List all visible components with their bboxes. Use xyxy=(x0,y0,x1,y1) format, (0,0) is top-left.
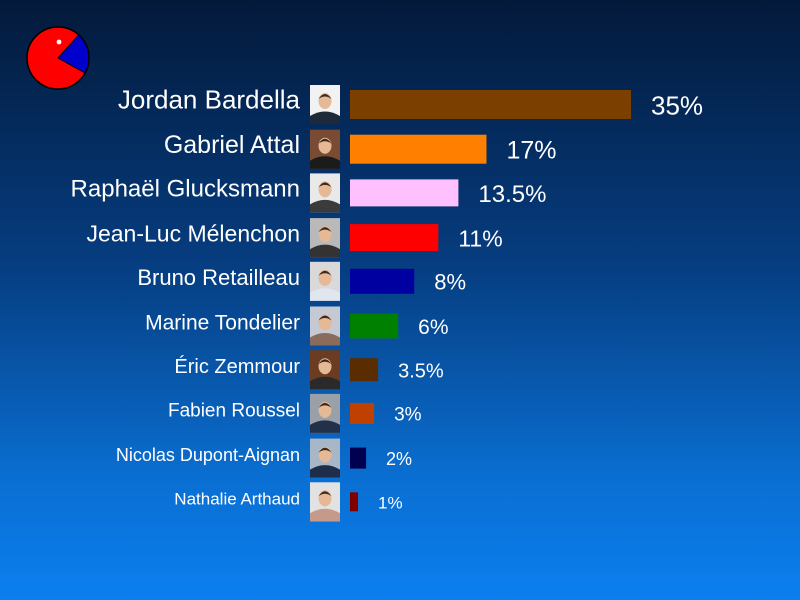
candidate-photo-icon xyxy=(310,218,340,258)
bar xyxy=(350,313,399,339)
value-label: 8% xyxy=(434,270,466,295)
value-label: 13.5% xyxy=(478,181,546,208)
candidate-photo-icon xyxy=(310,393,340,433)
portrait-shoulders xyxy=(310,376,340,390)
candidate-name-label: Éric Zemmour xyxy=(174,355,300,378)
portrait-shoulders xyxy=(310,465,340,478)
candidate-row: Éric Zemmour 3.5% xyxy=(174,350,444,390)
value-label: 35% xyxy=(651,90,703,120)
value-label: 3% xyxy=(394,405,422,426)
value-label: 11% xyxy=(458,225,502,251)
pie-chart-logo-icon xyxy=(26,26,90,90)
candidate-photo-icon xyxy=(310,261,340,301)
bar xyxy=(350,224,439,252)
bar xyxy=(350,402,375,424)
candidate-row: Nathalie Arthaud 1% xyxy=(174,482,403,522)
candidate-name-label: Marine Tondelier xyxy=(145,311,300,334)
value-label: 3.5% xyxy=(398,360,444,382)
value-label: 17% xyxy=(506,137,556,165)
candidate-photo-icon xyxy=(310,350,340,390)
candidate-photo-icon xyxy=(310,173,340,213)
candidate-photo-icon xyxy=(310,85,340,124)
portrait-shoulders xyxy=(310,156,340,169)
bar xyxy=(350,447,367,469)
candidate-name-label: Nicolas Dupont-Aignan xyxy=(116,445,300,465)
portrait-hair xyxy=(318,315,332,321)
bar xyxy=(350,90,631,119)
portrait-shoulders xyxy=(310,333,340,346)
portrait-hair xyxy=(318,359,332,365)
candidate-name-label: Gabriel Attal xyxy=(164,131,300,159)
candidate-row: Jordan Bardella 35% xyxy=(118,85,703,124)
candidate-row: Nicolas Dupont-Aignan 2% xyxy=(116,438,412,478)
portrait-hair xyxy=(318,138,332,144)
candidate-row: Marine Tondelier 6% xyxy=(145,306,449,346)
candidate-name-label: Jean-Luc Mélenchon xyxy=(86,220,300,246)
candidate-name-label: Fabien Roussel xyxy=(168,400,300,421)
bar xyxy=(350,492,359,512)
bar xyxy=(350,134,487,164)
candidate-name-label: Raphaël Glucksmann xyxy=(71,176,300,203)
candidate-row: Fabien Roussel 3% xyxy=(168,393,422,433)
value-label: 2% xyxy=(386,449,412,469)
bar xyxy=(350,268,415,294)
candidate-photo-icon xyxy=(310,482,340,522)
bar xyxy=(350,358,379,382)
candidate-name-label: Nathalie Arthaud xyxy=(174,490,300,509)
portrait-shoulders xyxy=(310,199,340,213)
portrait-hair xyxy=(318,182,332,188)
portrait-hair xyxy=(318,491,332,497)
portrait-shoulders xyxy=(310,420,340,433)
portrait-shoulders xyxy=(310,288,340,301)
candidate-row: Gabriel Attal 17% xyxy=(164,129,557,169)
portrait-hair xyxy=(318,227,332,233)
portrait-shoulders xyxy=(310,244,340,258)
bar xyxy=(350,179,459,207)
portrait-hair xyxy=(318,447,332,453)
candidate-row: Jean-Luc Mélenchon 11% xyxy=(86,218,503,258)
portrait-hair xyxy=(318,402,332,408)
value-label: 1% xyxy=(378,493,403,512)
candidate-photo-icon xyxy=(310,129,340,169)
candidate-name-label: Bruno Retailleau xyxy=(137,265,300,290)
candidate-row: Bruno Retailleau 8% xyxy=(137,261,466,301)
portrait-shoulders xyxy=(310,508,340,522)
portrait-hair xyxy=(318,270,332,276)
candidate-row: Raphaël Glucksmann 13.5% xyxy=(71,173,546,213)
portrait-shoulders xyxy=(310,111,340,124)
candidate-photo-icon xyxy=(310,306,340,346)
value-label: 6% xyxy=(418,316,448,339)
portrait-hair xyxy=(318,94,332,99)
candidate-photo-icon xyxy=(310,438,340,478)
candidate-name-label: Jordan Bardella xyxy=(118,85,301,115)
